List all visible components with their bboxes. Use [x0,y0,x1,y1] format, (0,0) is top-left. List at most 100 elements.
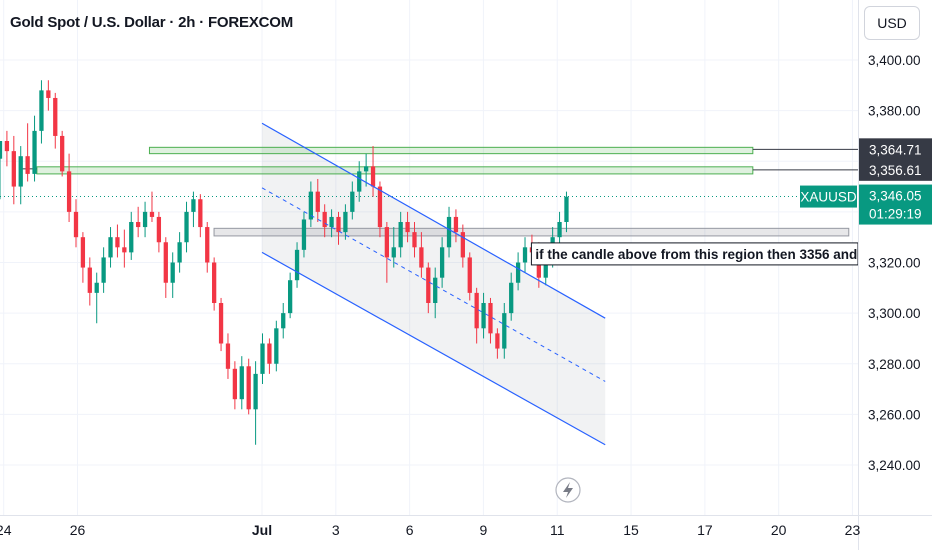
candle-body [4,141,10,152]
candle-body [405,222,410,233]
candle-body [509,282,514,314]
candle-body [46,90,51,98]
symbol-tag [800,185,857,208]
candle-body [32,130,37,174]
candle-body [108,237,113,258]
candle-body [350,191,355,212]
candle-body [239,366,244,400]
x-tick-label: 11 [550,522,565,538]
level-price-text: 3,364.71 [869,142,922,157]
candle-body [163,242,168,283]
candle-body [260,343,265,374]
price-tags: 3,364.71 3,356.61 3,346.05 01:29:19 XAUUSD [800,138,932,225]
x-tick-label: 6 [406,522,414,538]
current-price-text: 3,346.05 [869,189,922,204]
channel-upper-line [261,122,606,319]
x-tick-label: 24 [0,522,12,538]
candle-body [315,191,320,212]
x-tick-label: 23 [845,522,861,538]
candle-body [232,368,238,400]
candle-body [170,262,175,283]
candle-body [467,257,472,293]
candle-body [481,303,486,329]
candle-body [343,211,348,233]
candle-body [0,141,3,159]
candle-body [25,156,30,174]
y-tick-label: 3,320.00 [868,256,921,271]
candle-body [460,232,465,258]
candle-body [515,262,521,283]
candle-body [329,216,334,228]
x-tick-label: 17 [697,522,713,538]
candle-body [287,280,293,314]
candle-body [384,227,389,258]
x-tick-label: 9 [480,522,488,538]
y-tick-label: 3,400.00 [868,53,921,68]
countdown-text: 01:29:19 [869,207,922,222]
candle-body [370,166,376,187]
candle-body [419,247,424,268]
candle-body [301,219,307,250]
candle-body [225,343,231,369]
x-tick-label: 20 [771,522,787,538]
candle-body [322,211,327,228]
y-tick-label: 3,300.00 [868,306,921,321]
candle-body [253,373,258,410]
candle-body [177,242,182,263]
candle-body [53,97,58,136]
y-tick-label: 3,280.00 [868,357,921,372]
candle-body [80,237,86,268]
candle-body [149,211,155,217]
candle-body [39,90,44,131]
chart-annotations: if the candle above from this region the… [261,122,859,446]
candle-body [308,191,314,220]
candle-body [60,135,65,172]
level-price-tag [859,158,932,181]
candle-body [205,227,210,263]
candle-body [495,333,500,349]
candle-series [0,80,569,445]
y-tick-label: 3,380.00 [868,104,921,119]
candle-body [66,171,72,212]
candle-body [136,222,141,228]
candle-body [115,237,120,248]
candle-body [142,211,148,228]
candle-body [502,313,507,349]
candle-body [446,216,452,248]
zone-middle [36,166,754,175]
candle-body [87,267,92,293]
candle-body [391,247,396,258]
candle-body [522,247,528,263]
candle-body [274,328,279,364]
level-price-text: 3,356.61 [869,163,922,178]
current-price-tag [859,184,932,225]
x-tick-label: 3 [332,522,340,538]
candle-body [246,366,251,410]
chart-title: Gold Spot / U.S. Dollar · 2h · FOREXCOM [10,14,294,31]
candle-body [294,249,300,281]
candle-body [94,282,99,293]
candle-body [557,222,562,238]
lightning-icon[interactable] [555,477,581,503]
x-tick-label: 15 [623,522,639,538]
candle-body [433,277,438,303]
candle-body [18,156,23,187]
candle-body [129,222,134,253]
candle-body [281,313,286,329]
candle-body [453,216,459,233]
zone-upper [148,146,754,155]
x-tick-label: Jul [252,522,272,538]
candle-body [11,151,16,187]
candle-body [184,211,189,243]
candle-body [156,216,162,243]
candle-body [73,211,79,238]
candle-body [191,199,196,212]
candle-body [412,232,417,248]
candle-body [488,303,493,334]
currency-button[interactable]: USD [864,6,920,40]
candle-body [474,292,479,329]
candle-body [101,257,106,283]
candle-body [336,216,341,233]
candle-body [212,262,217,303]
